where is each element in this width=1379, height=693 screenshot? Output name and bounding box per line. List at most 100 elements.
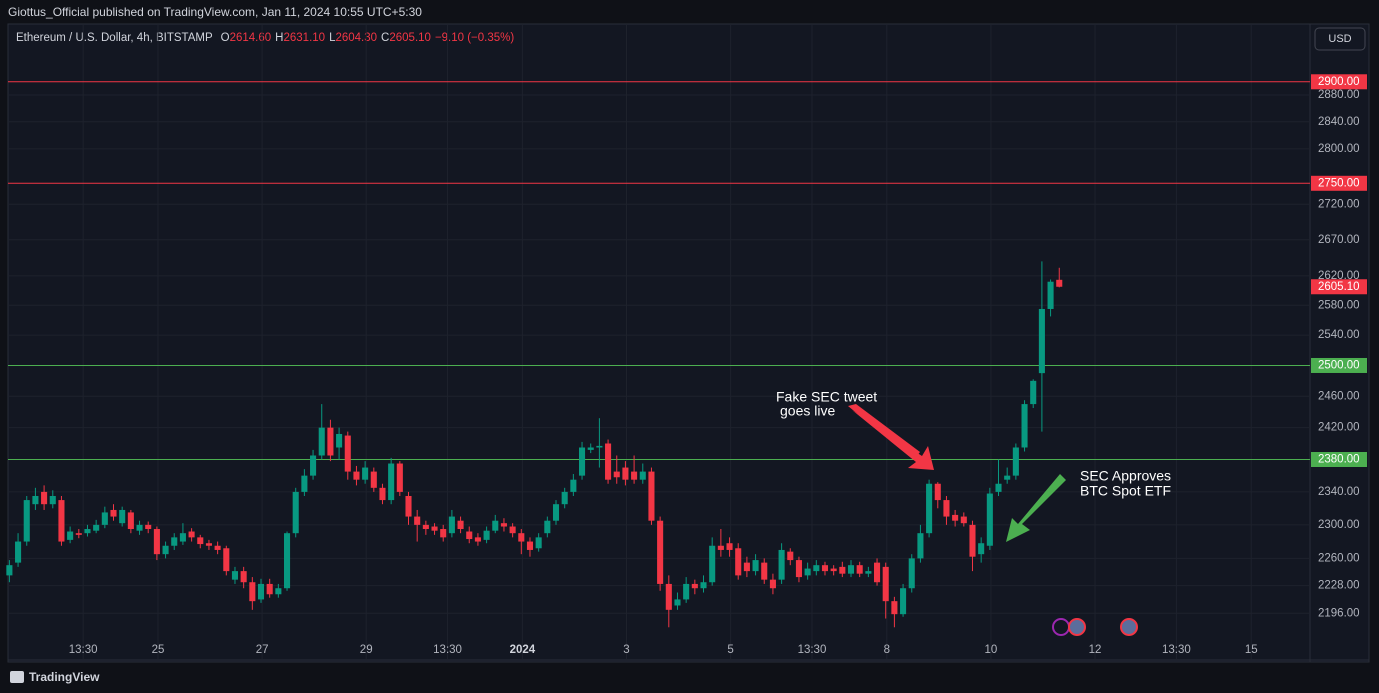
candle-body — [318, 427, 325, 456]
candle-body — [709, 545, 716, 583]
candle-body — [58, 500, 65, 542]
candle-body — [353, 471, 360, 480]
candle-body — [136, 524, 143, 531]
grid: 2880.00 2840.00 2800.00 2720.00 2670.00 2620.… — [8, 24, 1360, 660]
y-tick-label: 2620.00 — [1318, 270, 1360, 282]
candle-body — [891, 601, 898, 615]
candle-body — [310, 455, 317, 476]
logo — [10, 671, 24, 683]
candle-body — [370, 471, 377, 488]
candle-body — [6, 565, 13, 576]
candle-body — [596, 445, 603, 448]
candle-body — [379, 487, 386, 501]
candle-body — [188, 531, 195, 538]
level-label: 2750.00 — [1318, 177, 1360, 189]
candle-body — [839, 566, 846, 574]
candle-body — [1056, 279, 1063, 287]
level-tag — [1311, 452, 1367, 468]
candle-body — [804, 568, 811, 576]
candle-body — [657, 520, 664, 584]
level-tag — [1311, 175, 1367, 191]
last-price-tag — [1311, 279, 1367, 295]
event-icon[interactable] — [1068, 618, 1086, 636]
y-tick-label: 2340.00 — [1318, 486, 1360, 498]
candle-body — [526, 541, 534, 550]
level-tag — [1311, 74, 1367, 90]
red-arrow-shaft — [848, 404, 920, 460]
x-tick-label: 5 — [727, 644, 733, 656]
candle-body — [93, 524, 100, 531]
candle-body — [327, 427, 334, 456]
level-tag — [1311, 357, 1367, 373]
candle-body — [813, 565, 820, 572]
x-tick-label: 13:30 — [69, 644, 98, 656]
legend-key: C — [381, 32, 389, 44]
y-tick-label: 2260.00 — [1318, 552, 1360, 564]
level-label: 2500.00 — [1318, 360, 1360, 372]
legend-value: 2631.10 — [283, 32, 325, 44]
y-tick-label: 2580.00 — [1318, 299, 1360, 311]
event-icon[interactable] — [1120, 618, 1138, 636]
candle-body — [362, 467, 369, 480]
candle-body — [544, 520, 551, 534]
y-tick-label: 2670.00 — [1318, 234, 1360, 246]
x-tick-label: 27 — [256, 644, 269, 656]
x-tick-label: 13:30 — [433, 644, 462, 656]
x-tick-label: 8 — [884, 644, 890, 656]
y-tick-label: 2300.00 — [1318, 519, 1360, 531]
candle-body — [874, 562, 881, 583]
candle-body — [500, 523, 507, 527]
candle-body — [396, 463, 403, 492]
event-icon[interactable] — [1052, 618, 1070, 636]
y-tick-label: 2228.00 — [1318, 580, 1360, 592]
x-tick-label: 29 — [360, 644, 373, 656]
candle-body — [700, 582, 707, 589]
candle-body — [84, 529, 91, 534]
candle-body — [275, 588, 282, 595]
candle-body — [101, 512, 108, 525]
candle-body — [613, 471, 620, 478]
x-tick-label: 10 — [985, 644, 998, 656]
currency[interactable]: USD — [1328, 33, 1351, 45]
chart-panel — [7, 23, 1370, 663]
annotation: goes live — [780, 403, 835, 419]
candles — [6, 81, 1310, 628]
annotation: Fake SEC tweet — [776, 389, 877, 405]
candle-body — [943, 500, 950, 517]
candle-body — [639, 471, 646, 480]
y-tick-label: 2420.00 — [1318, 422, 1360, 434]
candle-body — [336, 433, 343, 448]
y-tick-label: 2880.00 — [1318, 89, 1360, 101]
candle-body — [570, 479, 577, 492]
candle-body — [162, 545, 169, 555]
candle-body — [995, 483, 1002, 492]
legend-change: −9.10 (−0.35%) — [435, 32, 514, 44]
currency-button[interactable] — [1314, 27, 1366, 51]
candle-body — [1047, 281, 1054, 309]
candle-body — [691, 583, 698, 589]
legend-value: 2604.30 — [335, 32, 377, 44]
candle-body — [761, 562, 768, 580]
legend-value: 2614.60 — [230, 32, 272, 44]
candle-body — [240, 571, 247, 583]
candle-body — [752, 560, 759, 572]
annotation: BTC Spot ETF — [1080, 483, 1171, 499]
candle-body — [683, 583, 690, 600]
x-tick-label: 13:30 — [798, 644, 827, 656]
candle-body — [934, 483, 941, 501]
candle-body — [865, 571, 872, 574]
candle-body — [830, 568, 837, 572]
candle-body — [197, 537, 204, 545]
candle-body — [110, 509, 117, 517]
x-tick-label: 2024 — [510, 644, 536, 656]
candle-body — [153, 529, 160, 555]
legend-key: H — [275, 32, 283, 44]
candle-body — [952, 514, 959, 521]
candle-body — [1012, 447, 1019, 476]
annotation: SEC Approves — [1080, 468, 1171, 484]
candle-body — [561, 491, 568, 505]
candle-body — [440, 529, 447, 538]
candle-body — [726, 543, 733, 550]
candle-body — [41, 491, 48, 505]
level-label: 2380.00 — [1318, 454, 1360, 466]
